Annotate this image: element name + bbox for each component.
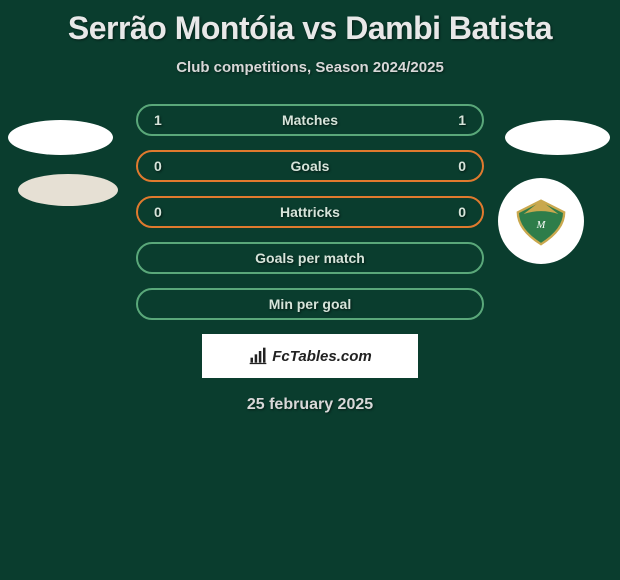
stat-row: 0 Goals 0	[0, 150, 620, 182]
brand-box: FcTables.com	[202, 334, 418, 378]
stat-pill-matches: 1 Matches 1	[136, 104, 484, 136]
stat-label: Hattricks	[280, 204, 340, 220]
page-title: Serrão Montóia vs Dambi Batista	[0, 0, 620, 47]
stat-right-value: 1	[458, 112, 466, 128]
date-text: 25 february 2025	[0, 396, 620, 414]
stat-left-value: 1	[154, 112, 162, 128]
stat-pill-goals-per-match: Goals per match	[136, 242, 484, 274]
brand-text: FcTables.com	[272, 348, 371, 365]
stat-right-value: 0	[458, 204, 466, 220]
stat-left-value: 0	[154, 204, 162, 220]
stat-right-value: 0	[458, 158, 466, 174]
stat-row: Goals per match	[0, 242, 620, 274]
stat-label: Min per goal	[269, 296, 351, 312]
stat-left-value: 0	[154, 158, 162, 174]
stat-pill-goals: 0 Goals 0	[136, 150, 484, 182]
stat-label: Matches	[282, 112, 338, 128]
subtitle: Club competitions, Season 2024/2025	[0, 59, 620, 76]
stat-label: Goals per match	[255, 250, 365, 266]
stat-row: Min per goal	[0, 288, 620, 320]
stat-pill-hattricks: 0 Hattricks 0	[136, 196, 484, 228]
stat-pill-min-per-goal: Min per goal	[136, 288, 484, 320]
stat-row: 0 Hattricks 0	[0, 196, 620, 228]
stat-row: 1 Matches 1	[0, 104, 620, 136]
bar-chart-icon	[248, 346, 268, 366]
stat-label: Goals	[291, 158, 330, 174]
